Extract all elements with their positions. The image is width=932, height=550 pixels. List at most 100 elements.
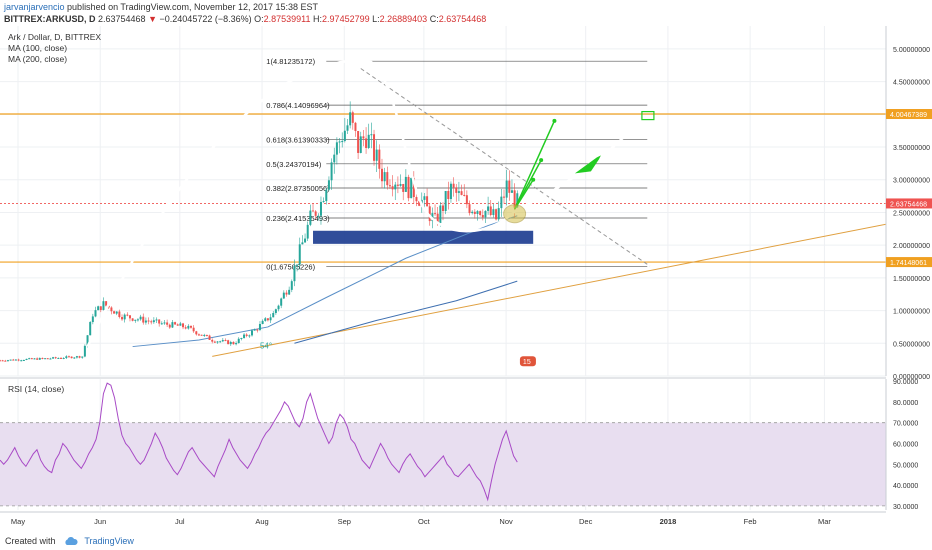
candle-body bbox=[349, 112, 352, 126]
candle-body bbox=[460, 191, 463, 195]
candle-body bbox=[471, 211, 474, 214]
candle-body bbox=[455, 187, 458, 193]
candle-body bbox=[176, 324, 179, 326]
candle-body bbox=[14, 359, 17, 361]
candle-body bbox=[243, 334, 246, 338]
candle-body bbox=[418, 201, 421, 206]
candle-body bbox=[81, 356, 84, 358]
tradingview-brand[interactable]: TradingView bbox=[84, 536, 134, 546]
time-tick-label: Jun bbox=[94, 517, 106, 526]
candle-body bbox=[285, 292, 288, 295]
candle-body bbox=[415, 197, 418, 202]
candle-body bbox=[298, 244, 301, 265]
price-pane[interactable] bbox=[0, 68, 886, 362]
rsi-tick-label: 90.0000 bbox=[893, 379, 918, 386]
candle-body bbox=[473, 211, 476, 214]
candle-body bbox=[503, 196, 506, 198]
candle-body bbox=[240, 337, 243, 339]
candle-body bbox=[312, 210, 315, 212]
support-zone bbox=[313, 230, 534, 244]
candle-body bbox=[67, 356, 70, 358]
time-tick-label: Jul bbox=[175, 517, 185, 526]
candle-body bbox=[256, 329, 259, 331]
author-link[interactable]: jarvanjarvencio bbox=[4, 2, 65, 12]
candle-body bbox=[155, 319, 158, 321]
green-arrow-head bbox=[539, 158, 544, 163]
candle-body bbox=[142, 316, 145, 323]
candle-body bbox=[407, 176, 410, 199]
candle-body bbox=[463, 194, 466, 196]
candle-body bbox=[484, 210, 487, 218]
candle-body bbox=[205, 334, 208, 336]
candle-body bbox=[232, 341, 235, 345]
candle-body bbox=[152, 320, 155, 323]
price-tick-label: 3.00000000 bbox=[893, 178, 930, 185]
candle-body bbox=[4, 360, 7, 362]
candle-body bbox=[22, 359, 25, 361]
candle-body bbox=[362, 136, 365, 139]
candle-body bbox=[457, 191, 460, 193]
rsi-tick-label: 80.0000 bbox=[893, 400, 918, 407]
symbol-label: BITTREX:ARKUSD, D bbox=[4, 14, 96, 24]
candle-body bbox=[208, 335, 211, 340]
ohlc-line: BITTREX:ARKUSD, D 2.63754468 ▼ −0.240457… bbox=[4, 13, 486, 25]
fib-label: 0.5(3.24370194) bbox=[266, 160, 322, 169]
candle-body bbox=[489, 206, 492, 216]
candle-body bbox=[367, 134, 370, 148]
candles[interactable] bbox=[0, 101, 519, 362]
candle-body bbox=[131, 318, 134, 321]
price-axis[interactable]: 5.000000004.500000004.000000003.50000000… bbox=[885, 26, 932, 381]
chart-area[interactable]: 1(4.81235172) 0.786(4.14096964) 0.618(3.61… bbox=[0, 26, 932, 530]
candle-body bbox=[258, 323, 261, 330]
candle-body bbox=[83, 345, 86, 357]
candle-body bbox=[12, 359, 15, 361]
candle-body bbox=[144, 320, 147, 323]
candle-body bbox=[184, 327, 187, 329]
candle-body bbox=[306, 224, 309, 239]
time-tick-label: Feb bbox=[744, 517, 757, 526]
candle-body bbox=[166, 322, 169, 325]
candle-body bbox=[357, 130, 360, 153]
rsi-legend[interactable]: RSI (14, close) bbox=[8, 384, 64, 394]
legend-ma100[interactable]: MA (100, close) bbox=[8, 43, 67, 53]
legend-ma200[interactable]: MA (200, close) bbox=[8, 54, 67, 64]
candle-body bbox=[224, 340, 227, 342]
legend-title[interactable]: Ark / Dollar, D, BITTREX bbox=[8, 32, 101, 42]
candle-body bbox=[293, 265, 296, 282]
candle-body bbox=[174, 322, 177, 325]
rsi-tick-label: 50.0000 bbox=[893, 462, 918, 469]
price-label-value: 2.63754468 bbox=[890, 201, 927, 208]
candle-body bbox=[449, 183, 452, 200]
candle-body bbox=[70, 356, 73, 359]
footer: Created with TradingView bbox=[0, 530, 932, 550]
rsi-tick-label: 60.0000 bbox=[893, 441, 918, 448]
candle-body bbox=[113, 311, 116, 314]
candle-body bbox=[91, 316, 94, 323]
candle-body bbox=[99, 306, 102, 310]
candle-body bbox=[75, 356, 78, 358]
rsi-line bbox=[0, 382, 518, 502]
candle-body bbox=[17, 359, 20, 361]
price-tick-label: 2.50000000 bbox=[893, 210, 930, 217]
price-label-badge bbox=[886, 109, 932, 120]
price-change: −0.24045722 (−8.36%) bbox=[159, 14, 252, 24]
low-label: L: bbox=[372, 14, 380, 24]
news-badge-count: 15 bbox=[523, 359, 531, 366]
candle-body bbox=[346, 125, 349, 131]
fib-label: 0.786(4.14096964) bbox=[266, 101, 330, 110]
candle-body bbox=[402, 184, 405, 192]
candle-body bbox=[118, 311, 121, 318]
rsi-pane[interactable]: 90.0000 80.0000 70.0000 60.0000 50.0000 40.00… bbox=[0, 377, 918, 511]
created-with-label: Created with bbox=[5, 536, 56, 546]
candle-body bbox=[378, 149, 381, 169]
time-tick-label: Nov bbox=[499, 517, 513, 526]
candle-body bbox=[229, 341, 232, 345]
open-label: O: bbox=[254, 14, 264, 24]
rsi-tick-label: 40.0000 bbox=[893, 483, 918, 490]
candle-body bbox=[314, 211, 317, 216]
low-value: 2.26889403 bbox=[379, 14, 428, 24]
time-axis[interactable]: May Jun Jul Aug Sep Oct Nov Dec 2018 Feb Mar bbox=[0, 511, 886, 526]
candle-body bbox=[150, 321, 153, 323]
rsi-tick-label: 30.0000 bbox=[893, 504, 918, 511]
candle-body bbox=[221, 340, 224, 342]
